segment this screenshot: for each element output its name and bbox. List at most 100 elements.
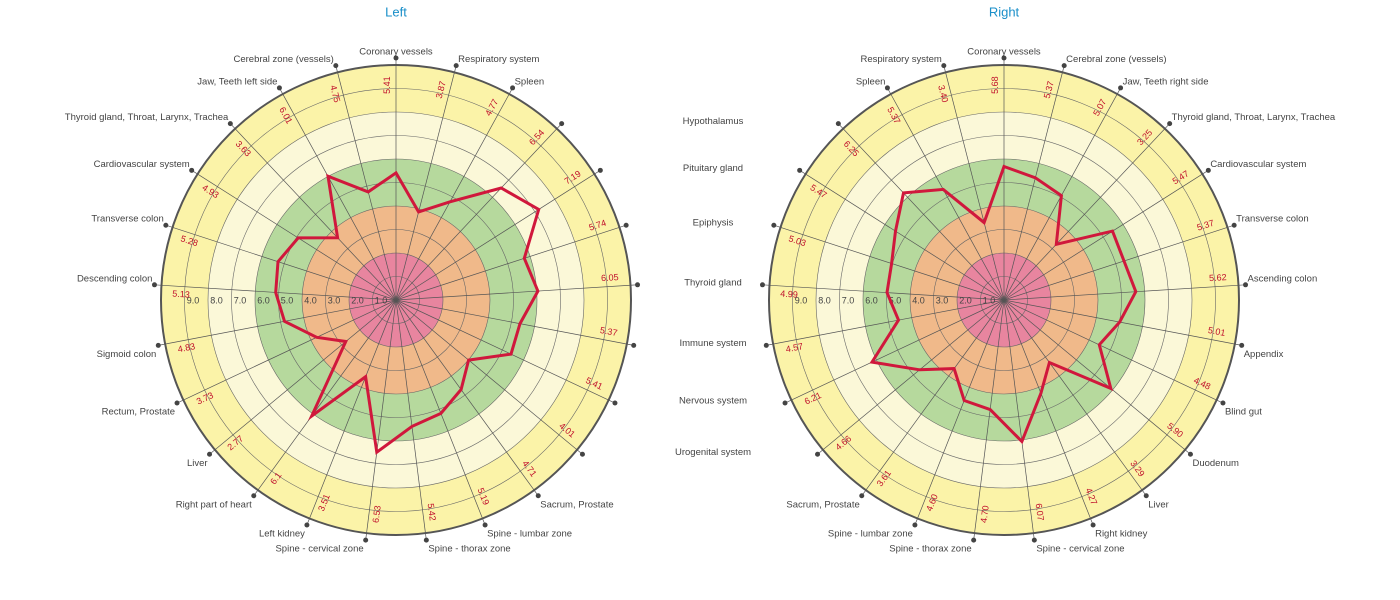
spoke xyxy=(395,87,513,301)
axis-dot xyxy=(797,167,803,173)
axis-dot xyxy=(815,451,821,457)
value-label: 6.07 xyxy=(1034,503,1046,522)
axis-dot xyxy=(1243,282,1249,288)
r-tick-label: 7.0 xyxy=(842,295,855,305)
category-label: Thyroid gland, Throat, Larynx, Trachea xyxy=(65,112,229,123)
r-tick-label: 5.0 xyxy=(281,295,294,305)
category-label: Spleen xyxy=(856,76,886,87)
axis-dot xyxy=(884,85,890,91)
axis-dot xyxy=(1061,63,1067,69)
spoke xyxy=(230,123,397,301)
spoke xyxy=(1003,123,1170,301)
spoke xyxy=(1003,299,1191,455)
value-label: 6.53 xyxy=(371,505,383,524)
r-tick-label: 2.0 xyxy=(351,295,364,305)
axis-dot xyxy=(174,400,180,406)
category-label: Cerebral zone (vessels) xyxy=(1066,54,1166,65)
value-label: 5.13 xyxy=(172,289,190,300)
category-label: Spine - thorax zone xyxy=(428,544,510,555)
axis-dot xyxy=(393,55,399,61)
value-label: 4.99 xyxy=(780,289,798,300)
spoke xyxy=(395,170,601,301)
axis-dot xyxy=(631,342,637,348)
axis-dot xyxy=(612,400,618,406)
category-label: Hypothalamus xyxy=(683,116,744,127)
r-tick-label: 2.0 xyxy=(959,295,972,305)
category-label: Blind gut xyxy=(1225,407,1262,418)
category-label: Right part of heart xyxy=(176,499,252,510)
spoke xyxy=(395,299,634,346)
spoke xyxy=(799,170,1005,301)
spoke xyxy=(762,284,1005,301)
axis-dot xyxy=(510,85,516,91)
value-label: 5.62 xyxy=(1209,272,1227,283)
axis-dot xyxy=(1090,522,1096,528)
category-label: Spine - thorax zone xyxy=(889,544,971,555)
category-label: Left kidney xyxy=(259,529,305,540)
r-tick-label: 6.0 xyxy=(865,295,878,305)
spoke xyxy=(773,224,1005,301)
axis-dot xyxy=(579,451,585,457)
axis-dot xyxy=(151,282,157,288)
spoke xyxy=(1003,65,1065,301)
value-label: 5.41 xyxy=(382,76,392,94)
value-label: 5.37 xyxy=(1042,80,1056,99)
axis-dot xyxy=(623,222,629,228)
value-label: 4.57 xyxy=(785,341,804,354)
axis-dot xyxy=(535,493,541,499)
spoke xyxy=(914,299,1005,526)
value-label: 3.40 xyxy=(936,84,950,103)
spoke xyxy=(784,299,1005,404)
category-label: Liver xyxy=(187,458,208,469)
category-label: Epiphysis xyxy=(693,218,734,229)
spoke xyxy=(817,299,1005,455)
axis-dot xyxy=(1118,85,1124,91)
spoke xyxy=(1003,224,1235,301)
category-label: Thyroid gland, Throat, Larynx, Trachea xyxy=(1172,112,1336,123)
spoke xyxy=(395,299,616,404)
value-label: 6.05 xyxy=(601,272,619,283)
spoke xyxy=(335,65,397,301)
spoke xyxy=(158,299,397,346)
category-label: Cardiovascular system xyxy=(94,159,190,170)
category-label: Spine - cervical zone xyxy=(275,544,363,555)
category-label: Nervous system xyxy=(679,396,747,407)
category-label: Urogenital system xyxy=(675,447,751,458)
r-tick-label: 7.0 xyxy=(234,295,247,305)
category-label: Immune system xyxy=(679,338,746,349)
category-label: Coronary vessels xyxy=(967,47,1041,58)
spoke xyxy=(943,65,1005,301)
category-label: Rectum, Prostate xyxy=(102,407,175,418)
axis-dot xyxy=(1239,342,1245,348)
r-tick-label: 5.0 xyxy=(889,295,902,305)
value-label: 3.87 xyxy=(434,80,448,99)
axis-dot xyxy=(482,522,488,528)
axis-dot xyxy=(1220,400,1226,406)
axis-dot xyxy=(1231,222,1237,228)
category-label: Transverse colon xyxy=(1236,214,1309,225)
axis-dot xyxy=(782,400,788,406)
spoke xyxy=(1003,299,1242,346)
category-label: Spine - lumbar zone xyxy=(487,529,572,540)
category-label: Sacrum, Prostate xyxy=(540,499,613,510)
spoke xyxy=(1003,299,1224,404)
value-label: 5.68 xyxy=(990,76,1000,94)
r-tick-label: 8.0 xyxy=(210,295,223,305)
spoke xyxy=(1003,299,1147,496)
axis-dot xyxy=(597,167,603,173)
category-label: Duodenum xyxy=(1192,458,1239,469)
spoke xyxy=(395,299,583,455)
spoke xyxy=(395,65,457,301)
spoke xyxy=(1003,284,1246,301)
axis-dot xyxy=(1143,493,1149,499)
axis-dot xyxy=(559,121,565,127)
spoke xyxy=(973,299,1005,541)
value-label: 5.01 xyxy=(1207,325,1226,338)
spoke xyxy=(1003,299,1035,541)
category-label: Coronary vessels xyxy=(359,47,433,58)
category-label: Respiratory system xyxy=(458,54,539,65)
axis-dot xyxy=(163,222,169,228)
r-tick-label: 3.0 xyxy=(328,295,341,305)
axis-dot xyxy=(771,222,777,228)
axis-dot xyxy=(227,121,233,127)
